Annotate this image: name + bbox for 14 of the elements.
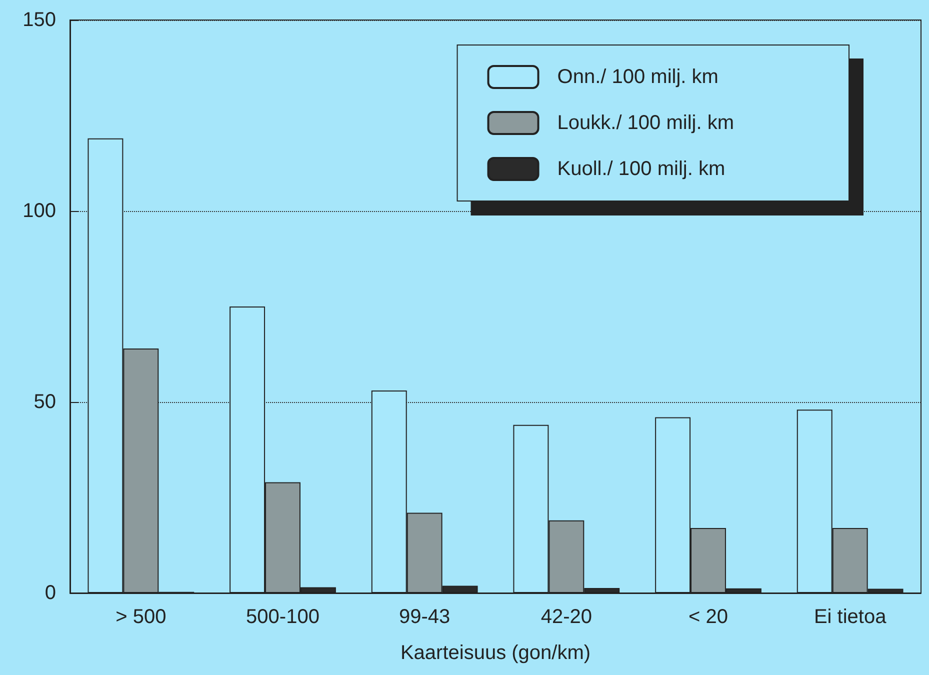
legend-label: Onn./ 100 milj. km bbox=[557, 66, 718, 88]
y-tick-label: 100 bbox=[22, 200, 56, 222]
x-tick-label: 99-43 bbox=[399, 606, 450, 628]
y-tick-label: 150 bbox=[22, 9, 56, 31]
y-tick-label: 0 bbox=[44, 582, 56, 604]
legend-label: Loukk./ 100 milj. km bbox=[557, 112, 734, 134]
x-tick-label: 500-100 bbox=[246, 606, 320, 628]
legend-label: Kuoll./ 100 milj. km bbox=[557, 158, 726, 180]
x-tick-label: < 20 bbox=[688, 606, 728, 628]
x-tick-label: Ei tietoa bbox=[814, 606, 888, 628]
x-tick-label: 42-20 bbox=[540, 606, 592, 628]
x-axis-title: Kaarteisuus (gon/km) bbox=[400, 642, 591, 664]
x-tick-label: > 500 bbox=[116, 606, 166, 628]
y-tick-label: 50 bbox=[34, 391, 56, 413]
